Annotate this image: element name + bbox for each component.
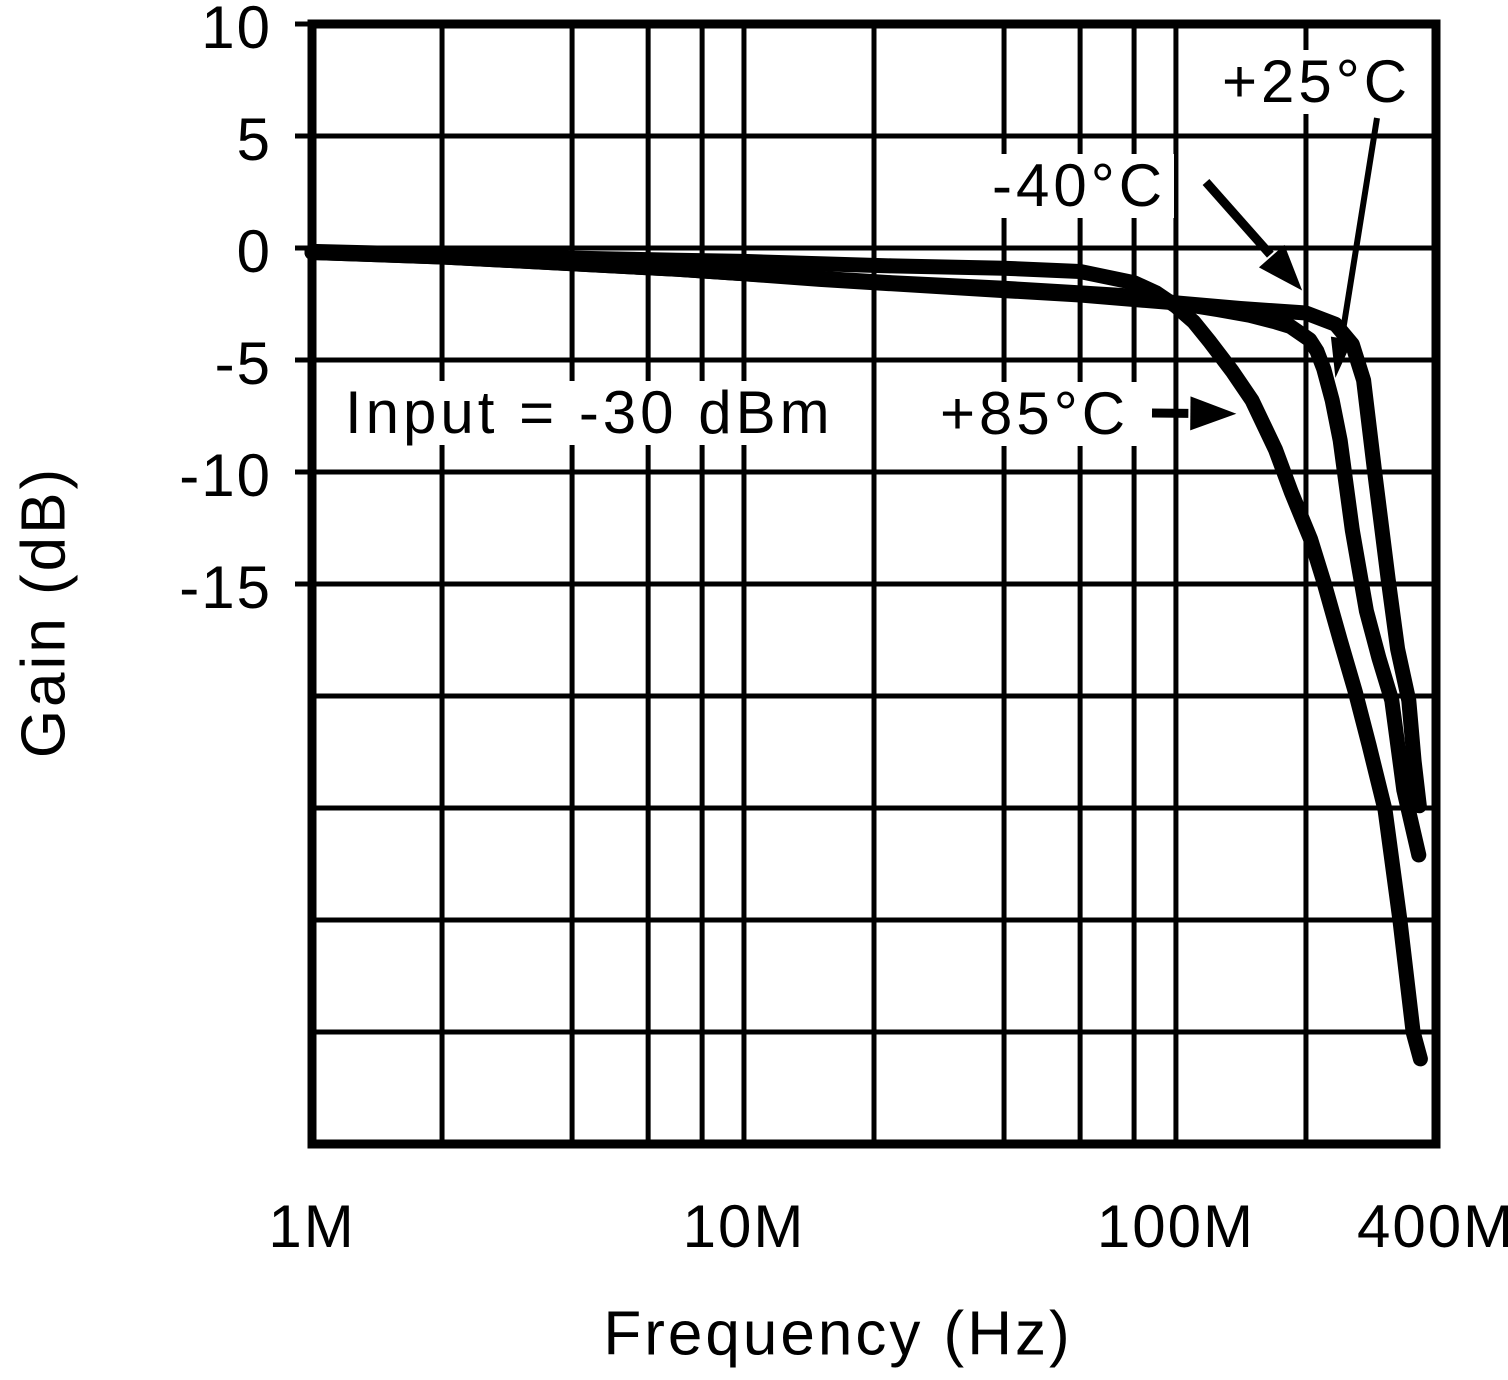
y-tick-label: -10 xyxy=(179,442,272,509)
series-label-minus40: -40°C xyxy=(984,154,1175,218)
pointer-arrowhead xyxy=(1190,396,1237,431)
pointer-arrowhead xyxy=(1258,244,1303,291)
input-condition-annotation: Input = -30 dBm xyxy=(337,381,842,445)
pointer-arrowhead xyxy=(1330,336,1353,378)
curve-+85C xyxy=(304,243,1428,1067)
y-tick-label: 10 xyxy=(201,0,272,61)
x-tick-label: 10M xyxy=(682,1193,806,1260)
x-tick-label: 100M xyxy=(1096,1193,1255,1260)
series-label-plus85: +85°C xyxy=(932,382,1138,446)
x-tick-label: 1M xyxy=(268,1193,356,1260)
y-tick-label: -15 xyxy=(179,554,272,621)
y-tick-label: -5 xyxy=(214,330,272,397)
curve--40C xyxy=(304,245,1427,814)
series-label-plus25: +25°C xyxy=(1214,50,1420,114)
plot-border xyxy=(307,19,1441,1149)
y-tick-label: 5 xyxy=(236,106,272,173)
curve-+25C xyxy=(304,245,1427,863)
pointer-line xyxy=(1339,117,1380,337)
y-axis-title: Gain (dB) xyxy=(9,465,79,759)
x-tick-label: 400M xyxy=(1356,1193,1508,1260)
pointer-line xyxy=(1202,179,1274,258)
y-tick-label: 0 xyxy=(236,218,272,285)
x-axis-title: Frequency (Hz) xyxy=(603,1299,1073,1369)
